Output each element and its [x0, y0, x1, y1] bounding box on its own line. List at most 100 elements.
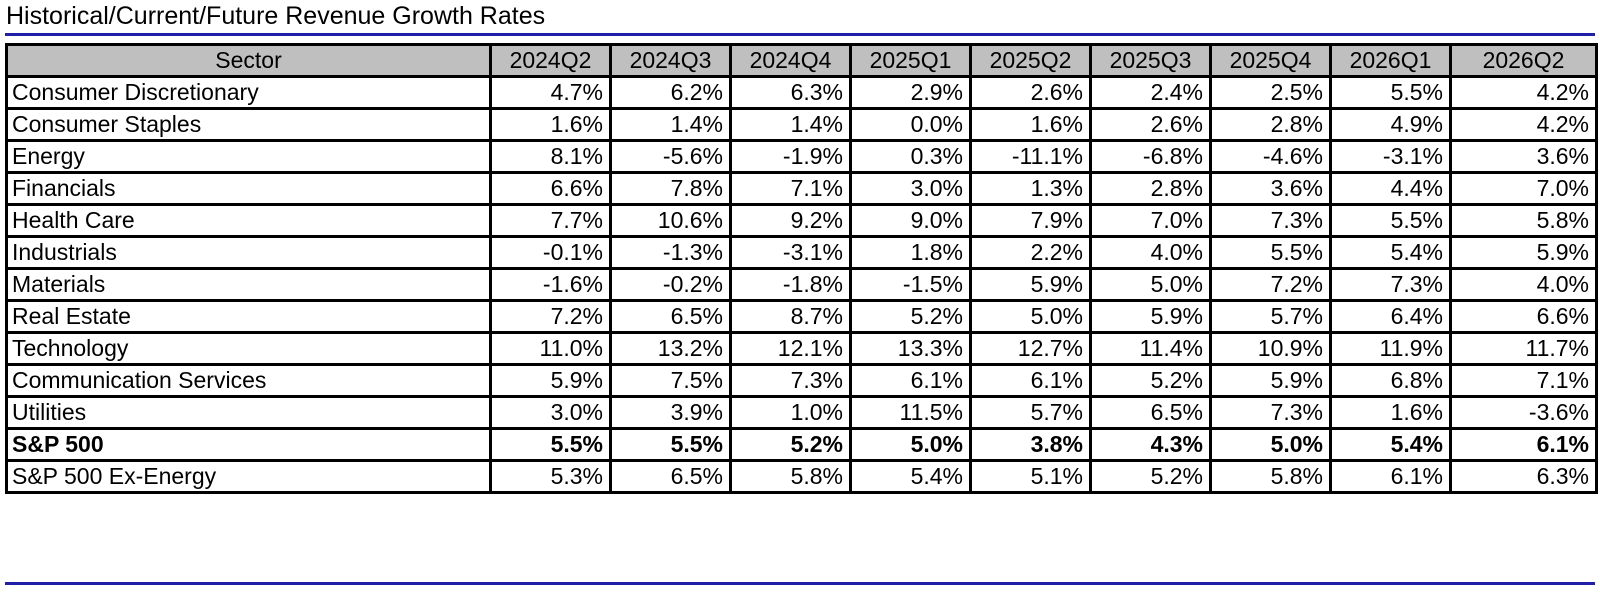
growth-rate-cell: 13.3%	[849, 331, 972, 366]
growth-rate-cell: 1.3%	[969, 171, 1092, 206]
revenue-growth-table: Sector 2024Q2 2024Q3 2024Q4 2025Q1 2025Q2 2025…	[5, 43, 1598, 494]
growth-rate-cell: -3.6%	[1449, 395, 1598, 430]
growth-rate-cell: 11.9%	[1329, 331, 1452, 366]
growth-rate-cell: 7.0%	[1089, 203, 1212, 238]
growth-rate-cell: -1.5%	[849, 267, 972, 302]
sector-cell: S&P 500 Ex-Energy	[5, 459, 492, 494]
growth-rate-cell: 2.8%	[1209, 107, 1332, 142]
growth-rate-cell: 4.2%	[1449, 75, 1598, 110]
page-title: Historical/Current/Future Revenue Growth…	[6, 2, 546, 30]
growth-rate-cell: 5.5%	[489, 427, 612, 462]
growth-rate-cell: 10.6%	[609, 203, 732, 238]
growth-rate-cell: 5.0%	[1089, 267, 1212, 302]
growth-rate-cell: 5.7%	[1209, 299, 1332, 334]
growth-rate-cell: 6.3%	[1449, 459, 1598, 494]
growth-rate-cell: 8.7%	[729, 299, 852, 334]
growth-rate-cell: 4.3%	[1089, 427, 1212, 462]
growth-rate-cell: 1.0%	[729, 395, 852, 430]
sector-cell: Consumer Staples	[5, 107, 492, 142]
column-header-sector: Sector	[5, 43, 492, 78]
sector-cell: Utilities	[5, 395, 492, 430]
growth-rate-cell: 6.1%	[1329, 459, 1452, 494]
column-header-2025q2: 2025Q2	[969, 43, 1092, 78]
growth-rate-cell: 7.3%	[1209, 395, 1332, 430]
growth-rate-cell: 3.9%	[609, 395, 732, 430]
growth-rate-cell: -1.9%	[729, 139, 852, 174]
growth-rate-cell: -3.1%	[729, 235, 852, 270]
growth-rate-cell: 5.7%	[969, 395, 1092, 430]
growth-rate-cell: 2.5%	[1209, 75, 1332, 110]
growth-rate-cell: 0.0%	[849, 107, 972, 142]
growth-rate-cell: 5.3%	[489, 459, 612, 494]
growth-rate-cell: -3.1%	[1329, 139, 1452, 174]
growth-rate-cell: 6.1%	[969, 363, 1092, 398]
growth-rate-cell: 6.1%	[849, 363, 972, 398]
table-row: Energy 8.1% -5.6% -1.9% 0.3% -11.1% -6.8% -4.6%…	[5, 139, 1598, 174]
sector-cell: Energy	[5, 139, 492, 174]
growth-rate-cell: 4.0%	[1449, 267, 1598, 302]
growth-rate-cell: 5.2%	[1089, 363, 1212, 398]
growth-rate-cell: 6.3%	[729, 75, 852, 110]
table-row: Consumer Staples 1.6% 1.4% 1.4% 0.0% 1.6% 2.6%…	[5, 107, 1598, 142]
table-header-row: Sector 2024Q2 2024Q3 2024Q4 2025Q1 2025Q2 2025…	[5, 43, 1598, 78]
table-row: Communication Services 5.9% 7.5% 7.3% 6.1% 6.…	[5, 363, 1598, 398]
growth-rate-cell: -0.1%	[489, 235, 612, 270]
sector-cell: S&P 500	[5, 427, 492, 462]
growth-rate-cell: -6.8%	[1089, 139, 1212, 174]
growth-rate-cell: 13.2%	[609, 331, 732, 366]
growth-rate-cell: 6.5%	[609, 299, 732, 334]
bottom-rule	[5, 582, 1595, 585]
growth-rate-cell: 6.8%	[1329, 363, 1452, 398]
growth-rate-cell: 6.5%	[609, 459, 732, 494]
sector-cell: Consumer Discretionary	[5, 75, 492, 110]
growth-rate-cell: 1.4%	[609, 107, 732, 142]
growth-rate-cell: 2.8%	[1089, 171, 1212, 206]
growth-rate-cell: 5.9%	[1209, 363, 1332, 398]
growth-rate-cell: 5.2%	[1089, 459, 1212, 494]
growth-rate-cell: 5.2%	[849, 299, 972, 334]
growth-rate-cell: 5.5%	[1329, 203, 1452, 238]
growth-rate-cell: 5.9%	[1089, 299, 1212, 334]
sector-cell: Health Care	[5, 203, 492, 238]
growth-rate-cell: 3.8%	[969, 427, 1092, 462]
growth-rate-cell: 6.1%	[1449, 427, 1598, 462]
growth-rate-cell: 5.1%	[969, 459, 1092, 494]
growth-rate-cell: 5.4%	[1329, 235, 1452, 270]
growth-rate-cell: 3.6%	[1209, 171, 1332, 206]
growth-rate-cell: 7.8%	[609, 171, 732, 206]
table-row: S&P 500 5.5% 5.5% 5.2% 5.0% 3.8% 4.3% 5.0% 5.4% 6…	[5, 427, 1598, 462]
growth-rate-cell: 2.4%	[1089, 75, 1212, 110]
table-row: Real Estate 7.2% 6.5% 8.7% 5.2% 5.0% 5.9% 5.7% 6…	[5, 299, 1598, 334]
growth-rate-cell: -1.8%	[729, 267, 852, 302]
table-row: Materials -1.6% -0.2% -1.8% -1.5% 5.9% 5.0% 7.2…	[5, 267, 1598, 302]
growth-rate-cell: 7.0%	[1449, 171, 1598, 206]
growth-rate-cell: 5.0%	[849, 427, 972, 462]
title-rule	[5, 33, 1595, 36]
growth-rate-cell: 5.9%	[1449, 235, 1598, 270]
growth-rate-cell: 5.2%	[729, 427, 852, 462]
growth-rate-cell: 5.8%	[1209, 459, 1332, 494]
growth-rate-cell: -11.1%	[969, 139, 1092, 174]
growth-rate-cell: 11.5%	[849, 395, 972, 430]
growth-rate-cell: 5.5%	[1329, 75, 1452, 110]
table-row: Health Care 7.7% 10.6% 9.2% 9.0% 7.9% 7.0% 7.3%…	[5, 203, 1598, 238]
table-row: Financials 6.6% 7.8% 7.1% 3.0% 1.3% 2.8% 3.6% 4.…	[5, 171, 1598, 206]
growth-rate-cell: 7.1%	[729, 171, 852, 206]
sector-cell: Industrials	[5, 235, 492, 270]
growth-rate-cell: 0.3%	[849, 139, 972, 174]
growth-rate-cell: 11.0%	[489, 331, 612, 366]
growth-rate-cell: 8.1%	[489, 139, 612, 174]
growth-rate-cell: -5.6%	[609, 139, 732, 174]
growth-rate-cell: 5.5%	[1209, 235, 1332, 270]
growth-rate-cell: 3.0%	[849, 171, 972, 206]
growth-rate-cell: 1.8%	[849, 235, 972, 270]
growth-rate-cell: 2.9%	[849, 75, 972, 110]
growth-rate-cell: 12.1%	[729, 331, 852, 366]
growth-rate-cell: -4.6%	[1209, 139, 1332, 174]
column-header-2025q3: 2025Q3	[1089, 43, 1212, 78]
growth-rate-cell: 3.0%	[489, 395, 612, 430]
growth-rate-cell: 6.2%	[609, 75, 732, 110]
growth-rate-cell: 5.8%	[1449, 203, 1598, 238]
growth-rate-cell: 6.5%	[1089, 395, 1212, 430]
growth-rate-cell: 11.7%	[1449, 331, 1598, 366]
